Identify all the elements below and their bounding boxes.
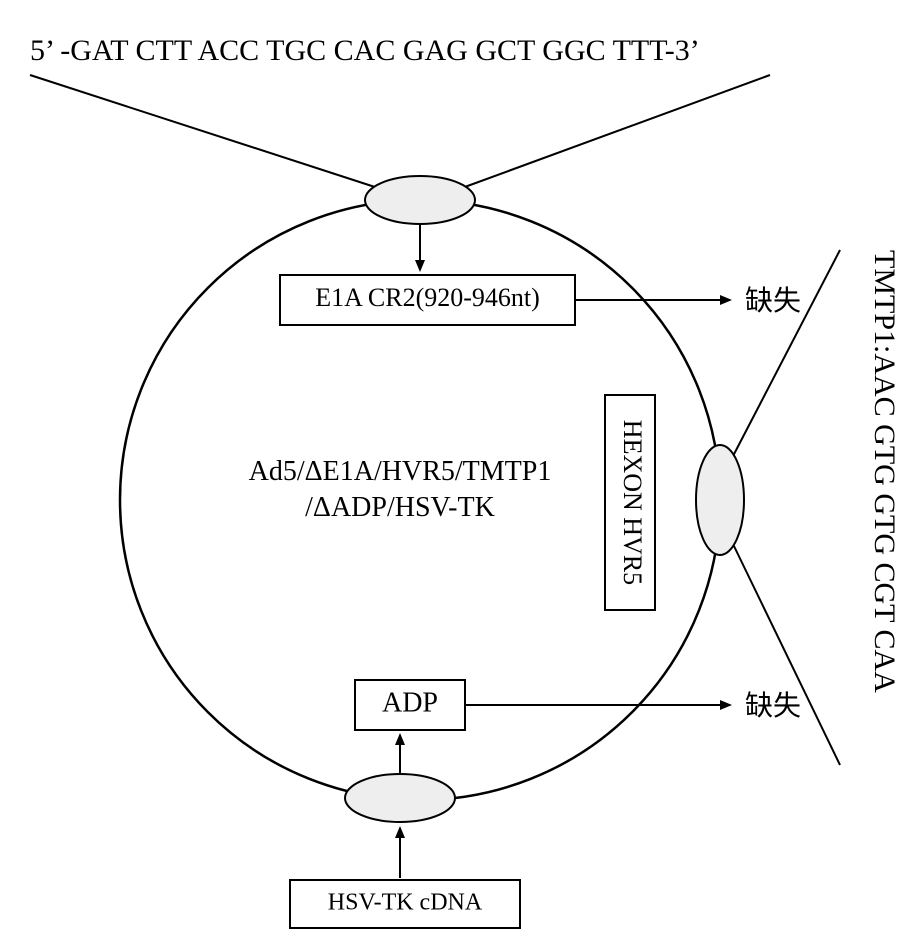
oval-bottom xyxy=(345,774,455,822)
center-label-line2: /ΔADP/HSV-TK xyxy=(305,492,495,523)
deletion-label-bottom: 缺失 xyxy=(745,690,801,722)
box-hexon-label: HEXON HVR5 xyxy=(618,420,647,585)
oval-top xyxy=(365,176,475,224)
deletion-label-top: 缺失 xyxy=(745,285,801,317)
box-e1a-label: E1A CR2(920-946nt) xyxy=(315,283,540,312)
oval-right xyxy=(696,445,744,555)
top-tri-left-line xyxy=(30,75,378,188)
top-tri-right-line xyxy=(462,75,770,188)
right-tri-top-line xyxy=(732,250,840,458)
center-label-line1: Ad5/ΔE1A/HVR5/TMTP1 xyxy=(249,456,552,487)
sequence-right: TMTP1:AAC GTG GTG CGT CAA xyxy=(868,250,901,693)
box-hsvtk-label: HSV-TK cDNA xyxy=(328,890,483,916)
box-adp-label: ADP xyxy=(382,687,438,718)
right-tri-bottom-line xyxy=(732,542,840,765)
sequence-top: 5’ -GAT CTT ACC TGC CAC GAG GCT GGC TTT-… xyxy=(30,34,700,67)
